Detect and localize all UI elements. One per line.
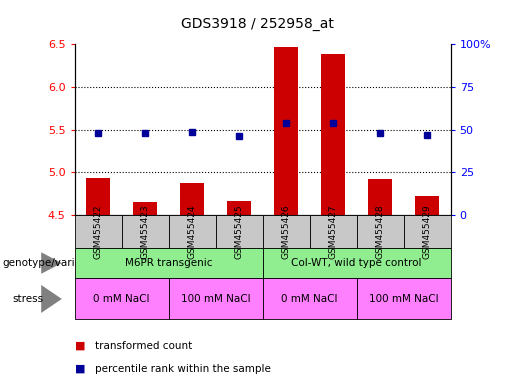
Bar [228, 200, 251, 215]
Text: ■: ■ [75, 364, 85, 374]
Bar [87, 178, 110, 215]
Text: GSM455427: GSM455427 [329, 204, 338, 259]
Text: GSM455429: GSM455429 [423, 204, 432, 259]
Text: 100 mM NaCl: 100 mM NaCl [369, 294, 438, 304]
Text: GDS3918 / 252958_at: GDS3918 / 252958_at [181, 17, 334, 31]
Text: GSM455423: GSM455423 [141, 204, 150, 259]
Bar [180, 184, 204, 215]
Text: ■: ■ [75, 341, 85, 351]
Bar [321, 55, 345, 215]
Text: Col-WT, wild type control: Col-WT, wild type control [291, 258, 422, 268]
Text: M6PR transgenic: M6PR transgenic [125, 258, 212, 268]
Text: 0 mM NaCl: 0 mM NaCl [281, 294, 338, 304]
Bar [274, 47, 298, 215]
Text: percentile rank within the sample: percentile rank within the sample [95, 364, 271, 374]
Bar [368, 179, 392, 215]
Text: GSM455428: GSM455428 [375, 204, 385, 259]
Text: GSM455424: GSM455424 [187, 204, 197, 258]
Text: genotype/variation: genotype/variation [3, 258, 101, 268]
Bar [416, 196, 439, 215]
Polygon shape [41, 285, 62, 313]
Text: GSM455422: GSM455422 [94, 204, 102, 258]
Text: GSM455426: GSM455426 [282, 204, 290, 259]
Text: transformed count: transformed count [95, 341, 193, 351]
Polygon shape [41, 252, 62, 274]
Text: stress: stress [13, 294, 44, 304]
Text: GSM455425: GSM455425 [235, 204, 244, 259]
Text: 100 mM NaCl: 100 mM NaCl [181, 294, 250, 304]
Bar [133, 202, 157, 215]
Text: 0 mM NaCl: 0 mM NaCl [93, 294, 150, 304]
